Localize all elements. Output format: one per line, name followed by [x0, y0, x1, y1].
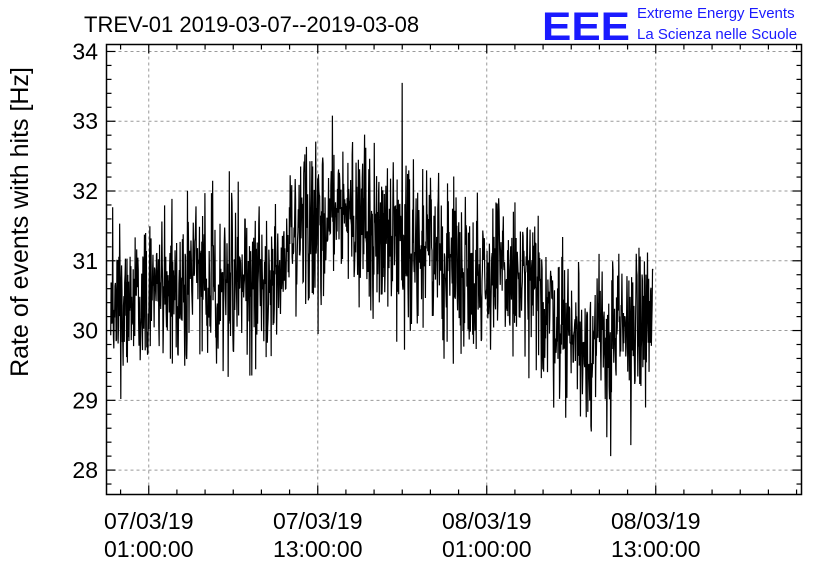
y-tick-label: 28 [72, 457, 98, 483]
logo-line2: La Scienza nelle Scuole [637, 26, 797, 43]
chart-title: TREV-01 2019-03-07--2019-03-08 [84, 12, 419, 37]
x-tick-time: 01:00:00 [104, 536, 194, 562]
x-tick-time: 01:00:00 [442, 536, 532, 562]
x-tick-date: 07/03/19 [104, 508, 194, 534]
plot-frame [105, 43, 803, 496]
y-tick-label: 31 [72, 248, 98, 274]
series-group [110, 82, 654, 457]
y-axis-label: Rate of events with hits [Hz] [6, 67, 34, 377]
y-tick-label: 33 [72, 108, 98, 134]
y-tick-label: 30 [72, 318, 98, 344]
x-tick-date: 07/03/19 [273, 508, 363, 534]
axis-ticks [106, 44, 802, 495]
y-tick-label: 32 [72, 178, 98, 204]
logo-letters: EEE [542, 5, 630, 49]
x-tick-time: 13:00:00 [273, 536, 363, 562]
x-tick-labels: 07/03/1901:00:0007/03/1913:00:0008/03/19… [104, 508, 701, 562]
x-tick-time: 13:00:00 [611, 536, 701, 562]
logo-line1: Extreme Energy Events [637, 5, 795, 22]
x-tick-date: 08/03/19 [442, 508, 532, 534]
x-tick-date: 08/03/19 [611, 508, 701, 534]
grid [106, 44, 802, 495]
y-tick-labels: 28 29 30 31 32 33 34 [72, 38, 98, 483]
rate-series-line [110, 82, 654, 457]
y-tick-label: 29 [72, 387, 98, 413]
eee-logo: EEE Extreme Energy Events La Scienza nel… [542, 5, 797, 49]
y-tick-label: 34 [72, 38, 98, 64]
